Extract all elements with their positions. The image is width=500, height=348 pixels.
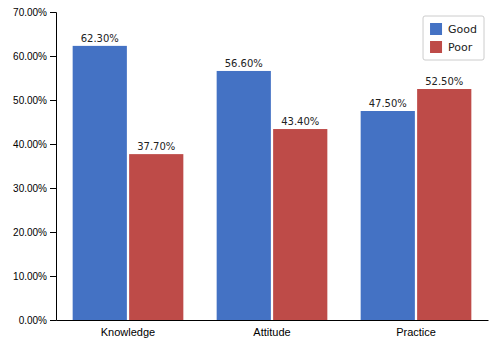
tick: 70.00% bbox=[13, 7, 56, 18]
tick-label: 60.00% bbox=[13, 51, 47, 62]
tick: 30.00% bbox=[13, 183, 56, 194]
tick-mark bbox=[50, 320, 56, 321]
legend-item: Poor bbox=[430, 41, 473, 54]
chart: 0.00% 10.00% 20.00% 30.00% 40.00% 50.00% 60.00… bbox=[0, 0, 500, 348]
data-label: 62.30% bbox=[81, 33, 119, 44]
bar bbox=[417, 89, 471, 320]
tick-label: 50.00% bbox=[13, 95, 47, 106]
tick: Practice bbox=[396, 326, 436, 338]
bars bbox=[73, 46, 472, 320]
legend-item: Good bbox=[430, 23, 477, 36]
tick-label: Practice bbox=[396, 326, 436, 338]
bar bbox=[361, 111, 415, 320]
tick-label: 0.00% bbox=[19, 315, 47, 326]
data-label: 52.50% bbox=[425, 76, 463, 87]
tick-mark bbox=[50, 12, 56, 13]
tick-mark bbox=[50, 232, 56, 233]
tick: 40.00% bbox=[13, 139, 56, 150]
axis-domain bbox=[57, 320, 489, 321]
tick-label: Knowledge bbox=[101, 326, 155, 338]
y-axis: 0.00% 10.00% 20.00% 30.00% 40.00% 50.00% 60.00… bbox=[13, 7, 56, 326]
tick: 10.00% bbox=[13, 271, 56, 282]
legend-label: Poor bbox=[448, 41, 473, 54]
tick: 50.00% bbox=[13, 95, 56, 106]
tick-mark bbox=[50, 100, 56, 101]
tick-label: Attitude bbox=[253, 326, 290, 338]
legend: Good Poor bbox=[423, 16, 484, 60]
tick: Attitude bbox=[253, 326, 290, 338]
bar bbox=[129, 154, 183, 320]
legend-label: Good bbox=[448, 23, 477, 36]
tick-label: 40.00% bbox=[13, 139, 47, 150]
legend-swatch bbox=[430, 23, 442, 35]
tick: 60.00% bbox=[13, 51, 56, 62]
tick: 0.00% bbox=[19, 315, 56, 326]
data-label: 47.50% bbox=[369, 98, 407, 109]
bar bbox=[217, 71, 271, 320]
tick-label: 30.00% bbox=[13, 183, 47, 194]
legend-swatch bbox=[430, 41, 442, 53]
tick-mark bbox=[50, 144, 56, 145]
data-labels: 62.30% 56.60% 47.50% 37.70% 43.40% 52.50% bbox=[81, 33, 464, 152]
bar bbox=[73, 46, 127, 320]
tick-label: 70.00% bbox=[13, 7, 47, 18]
x-axis: Knowledge Attitude Practice bbox=[57, 321, 489, 338]
plot: 0.00% 10.00% 20.00% 30.00% 40.00% 50.00% 60.00… bbox=[13, 7, 488, 338]
legend-frame bbox=[423, 16, 484, 60]
tick-mark bbox=[50, 56, 56, 57]
tick-mark bbox=[50, 276, 56, 277]
data-label: 43.40% bbox=[281, 116, 319, 127]
data-label: 56.60% bbox=[225, 58, 263, 69]
tick-mark bbox=[50, 188, 56, 189]
tick: Knowledge bbox=[101, 326, 155, 338]
bar bbox=[273, 129, 327, 320]
data-label: 37.70% bbox=[137, 141, 175, 152]
tick-label: 10.00% bbox=[13, 271, 47, 282]
tick: 20.00% bbox=[13, 227, 56, 238]
axis-domain bbox=[50, 13, 57, 321]
tick-label: 20.00% bbox=[13, 227, 47, 238]
